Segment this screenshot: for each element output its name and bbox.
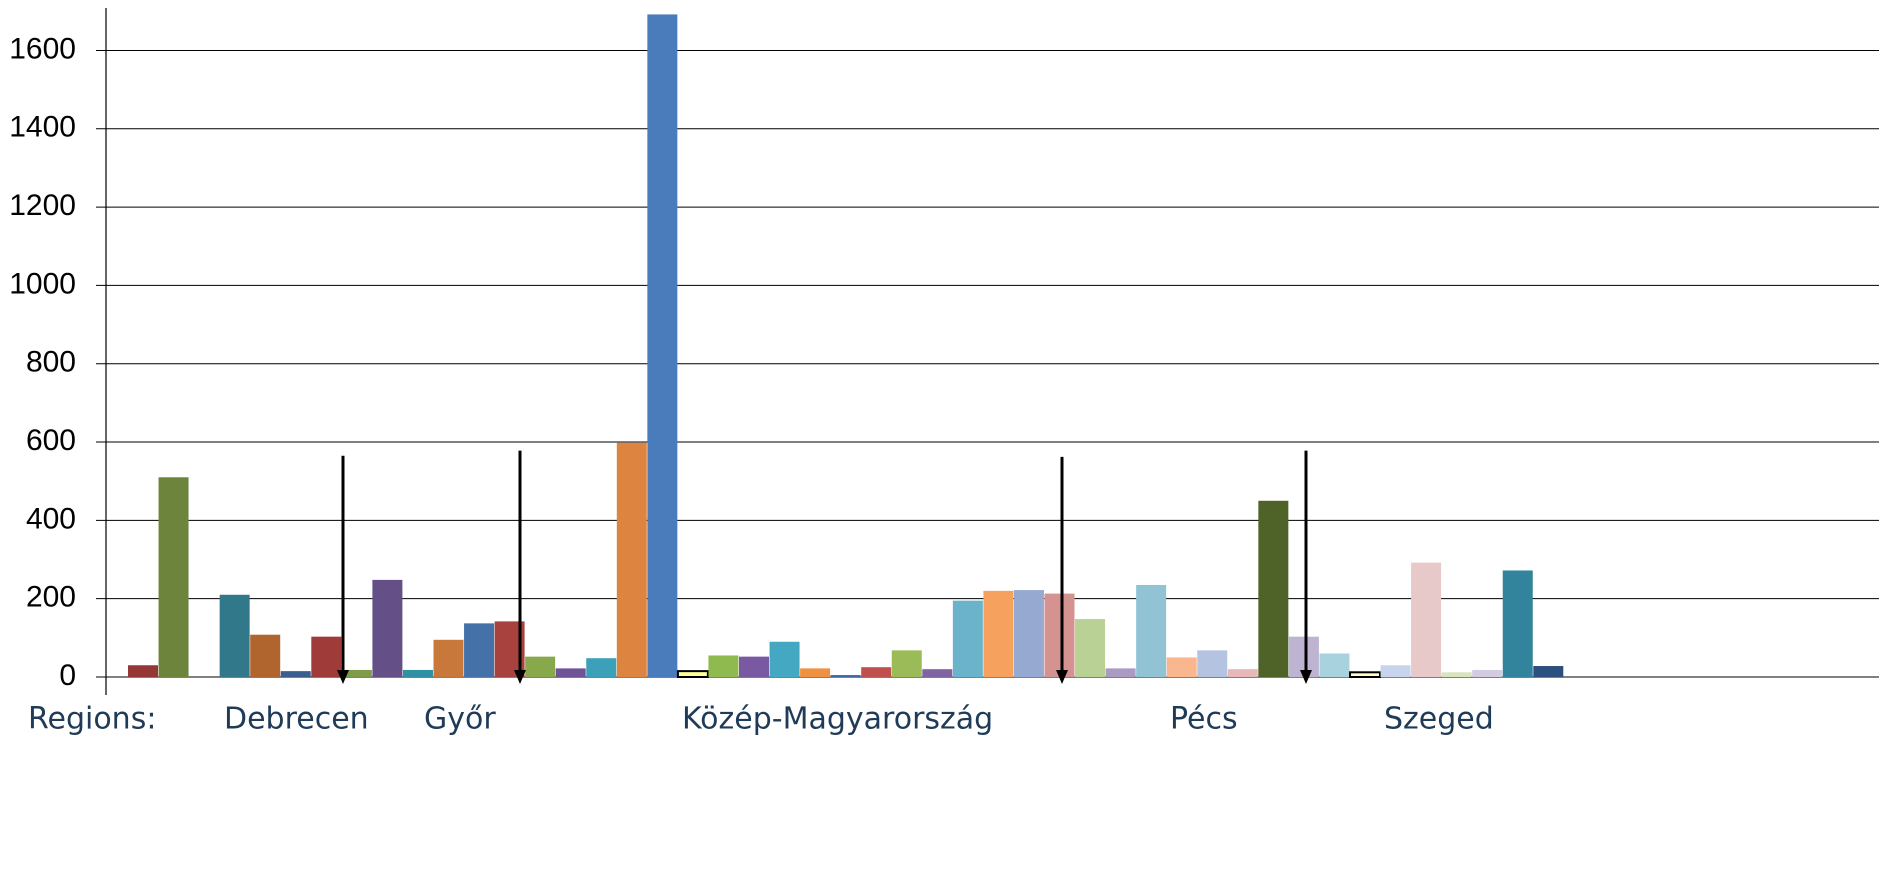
- y-tick-label: 800: [26, 346, 76, 379]
- region-label-regions: Regions:: [28, 702, 156, 737]
- bar: [341, 669, 372, 677]
- bar: [525, 656, 556, 677]
- bar: [616, 442, 647, 677]
- bar: [250, 634, 281, 677]
- bar: [1075, 619, 1106, 677]
- bar: [1472, 669, 1503, 677]
- bar: [1533, 666, 1564, 677]
- arrow-head: [337, 670, 349, 684]
- bar: [1258, 500, 1289, 677]
- bar: [219, 594, 250, 677]
- y-tick-label: 1000: [9, 267, 76, 300]
- bar: [647, 14, 678, 678]
- arrow-head: [1056, 670, 1068, 684]
- bar: [739, 656, 769, 677]
- bar: [586, 658, 617, 677]
- region-label-kozep-magyarorszag: Közép-Magyarország: [682, 702, 993, 737]
- bar: [1227, 669, 1258, 677]
- bar: [769, 641, 800, 677]
- y-tick-label: 1600: [9, 32, 76, 65]
- bar: [1197, 650, 1228, 677]
- bar: [1411, 562, 1442, 677]
- arrow-head: [1300, 670, 1312, 684]
- bar: [1380, 665, 1411, 677]
- bar: [861, 667, 892, 677]
- bar: [922, 669, 953, 677]
- bar: [1502, 570, 1533, 677]
- y-tick-label: 200: [26, 581, 76, 614]
- bar: [676, 670, 709, 678]
- bar: [372, 579, 403, 677]
- bar: [402, 669, 433, 677]
- region-labels: Regions: Debrecen Győr Közép-Magyarorszá…: [28, 702, 1494, 737]
- bar: [891, 650, 922, 677]
- bar: [1013, 590, 1044, 677]
- bar: [128, 665, 158, 677]
- y-tick-label: 1200: [9, 189, 76, 222]
- gridlines: [96, 49, 1879, 678]
- arrows: [337, 450, 1312, 684]
- y-tick-label: 0: [59, 659, 76, 692]
- bar: [952, 600, 983, 677]
- y-tick-label: 1400: [9, 111, 76, 144]
- bar: [464, 623, 495, 677]
- bar: [280, 671, 311, 677]
- bar: [1441, 672, 1472, 677]
- bar: [1044, 593, 1075, 677]
- bar: [433, 639, 464, 677]
- arrow-head: [514, 670, 526, 684]
- y-tick-labels: 0 200 400 600 800 1000 1200 1400 1600: [9, 32, 76, 692]
- region-label-pecs: Pécs: [1170, 702, 1238, 737]
- region-label-gyor: Győr: [424, 702, 496, 737]
- y-tick-label: 600: [26, 424, 76, 457]
- bar: [158, 477, 189, 677]
- bar: [1166, 657, 1197, 677]
- bar: [1349, 671, 1381, 678]
- region-label-debrecen: Debrecen: [224, 702, 369, 737]
- bar: [830, 675, 861, 677]
- region-label-szeged: Szeged: [1384, 702, 1494, 737]
- y-tick-label: 400: [26, 502, 76, 535]
- bars: [128, 14, 1564, 678]
- bar: [1136, 584, 1167, 677]
- bar: [983, 590, 1014, 677]
- bar: [555, 668, 586, 677]
- bar: [1319, 653, 1350, 677]
- bar: [708, 655, 739, 677]
- bar: [1105, 668, 1136, 677]
- bar: [311, 636, 342, 677]
- bar: [800, 668, 831, 677]
